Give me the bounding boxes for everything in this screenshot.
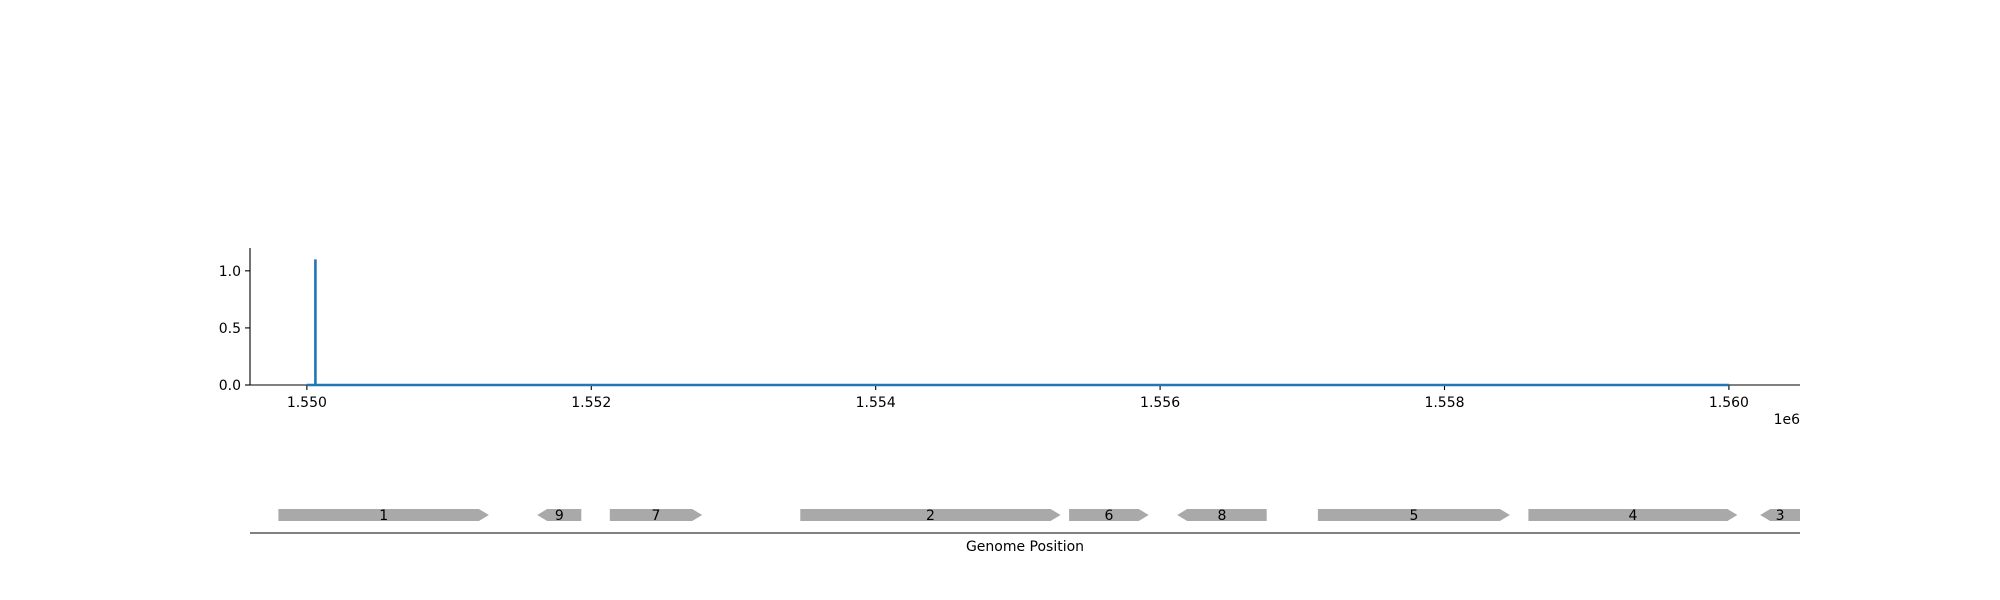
gene-arrow-6 xyxy=(1069,509,1149,521)
x-tick-label: 1.550 xyxy=(287,395,327,411)
gene-label-5: 5 xyxy=(1409,508,1418,524)
gene-arrow-4 xyxy=(1528,509,1738,521)
gene-label-8: 8 xyxy=(1217,508,1226,524)
x-tick-label: 1.552 xyxy=(571,395,611,411)
gene-label-7: 7 xyxy=(652,508,661,524)
x-offset-label: 1e6 xyxy=(1774,412,1801,428)
gene-arrow-1 xyxy=(278,509,489,521)
gene-label-6: 6 xyxy=(1104,508,1113,524)
gene-label-3: 3 xyxy=(1776,508,1785,524)
coverage-plot-area: 0.0 0.5 1.0 1.550 1.552 1.554 1.556 1.558 1.560 xyxy=(219,248,1800,411)
x-axis-label: Genome Position xyxy=(966,539,1084,555)
coverage-series-line xyxy=(306,259,1729,387)
gene-arrow-2 xyxy=(800,509,1061,521)
gene-arrow-9 xyxy=(537,509,582,521)
gene-track: 1 9 7 2 6 8 5 4 3 xyxy=(250,508,1800,534)
y-tick-label: 1.0 xyxy=(219,264,241,280)
gene-arrow-5 xyxy=(1317,509,1510,521)
x-tick-label: 1.558 xyxy=(1424,395,1464,411)
gene-arrow-7 xyxy=(609,509,703,521)
x-tick-label: 1.556 xyxy=(1140,395,1180,411)
gene-label-2: 2 xyxy=(926,508,935,524)
gene-label-4: 4 xyxy=(1628,508,1637,524)
gene-label-9: 9 xyxy=(555,508,564,524)
y-tick-label: 0.5 xyxy=(219,321,241,337)
x-tick-label: 1.560 xyxy=(1709,395,1749,411)
gene-arrow-3 xyxy=(1760,509,1800,521)
gene-arrow-8 xyxy=(1177,509,1267,521)
y-tick-label: 0.0 xyxy=(219,378,241,394)
gene-label-1: 1 xyxy=(379,508,388,524)
x-tick-label: 1.554 xyxy=(856,395,896,411)
